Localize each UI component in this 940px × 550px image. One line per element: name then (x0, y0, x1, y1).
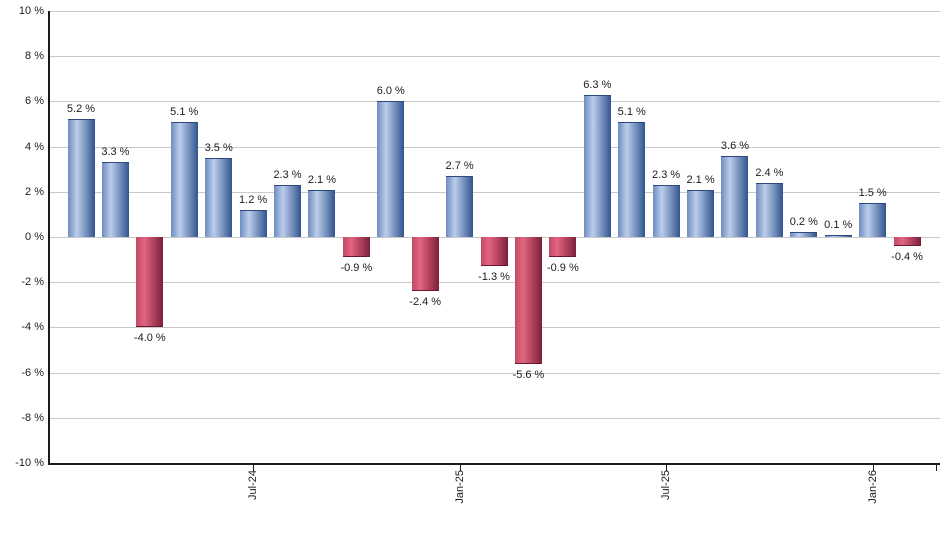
bar-value-label: -4.0 % (133, 332, 166, 345)
y-tick-label: -6 % (21, 366, 44, 379)
bar-value-label: -0.9 % (340, 262, 373, 275)
bar-value-label: 2.4 % (755, 166, 784, 179)
positive-bar (239, 209, 267, 237)
gridline (50, 11, 940, 12)
bar-value-label: 5.1 % (170, 105, 199, 118)
positive-bar (859, 203, 887, 237)
bar-value-label: 6.3 % (583, 78, 612, 91)
bar-value-label: -5.6 % (512, 368, 545, 381)
bar-value-label: 3.6 % (720, 139, 750, 152)
gridline (50, 146, 940, 148)
x-tick-label: Jul-24 (247, 470, 260, 500)
bar-value-label: 2.7 % (445, 159, 474, 172)
gridline (50, 56, 940, 58)
y-tick-label: -10 % (15, 457, 44, 469)
positive-bar (308, 189, 336, 237)
y-tick-label: 2 % (25, 185, 44, 198)
bar-value-label: -0.9 % (546, 262, 579, 275)
negative-bar (136, 237, 164, 328)
y-tick-label: 8 % (25, 50, 44, 63)
x-axis-tick (666, 465, 668, 471)
x-tick-label: Jan-25 (453, 470, 466, 504)
x-axis-tick (936, 465, 937, 471)
positive-bar (170, 121, 198, 237)
y-tick-label: 0 % (25, 231, 44, 243)
bar-value-label: 0.1 % (824, 218, 853, 231)
positive-bar (687, 189, 715, 237)
gridline (50, 191, 940, 193)
x-axis-tick (459, 465, 461, 471)
positive-bar (824, 234, 852, 237)
bar-value-label: 1.2 % (239, 193, 268, 206)
x-tick-label: Jan-26 (866, 470, 879, 504)
negative-bar (480, 237, 508, 267)
y-tick-label: -8 % (21, 411, 44, 424)
y-tick-label: -4 % (21, 321, 44, 334)
bar-value-label: -0.4 % (891, 251, 923, 264)
x-axis-tick (253, 465, 255, 471)
negative-bar (342, 237, 370, 258)
x-axis-tick (872, 465, 874, 471)
negative-bar (893, 237, 921, 247)
y-tick-label: 6 % (25, 95, 44, 108)
bar-value-label: 1.5 % (858, 187, 887, 200)
bar-value-label: 2.1 % (307, 173, 336, 186)
positive-bar (205, 157, 233, 237)
gridline (50, 327, 940, 329)
gridline (50, 417, 940, 419)
negative-bar (549, 237, 577, 258)
bar-value-label: 3.3 % (101, 146, 130, 159)
negative-bar (411, 237, 439, 292)
bar-value-label: 5.2 % (66, 103, 96, 116)
bar-value-label: 6.0 % (376, 85, 405, 98)
bar-value-label: 2.1 % (686, 173, 715, 186)
positive-bar (652, 185, 680, 237)
positive-bar (755, 182, 783, 237)
negative-bar (514, 237, 542, 364)
positive-bar (274, 185, 302, 237)
bar-value-label: 0.2 % (789, 216, 818, 229)
positive-bar (721, 155, 749, 237)
positive-bar (101, 162, 129, 237)
y-tick-label: 4 % (25, 140, 44, 153)
bar-value-label: 2.3 % (652, 169, 681, 182)
gridline (50, 101, 940, 103)
positive-bar (377, 101, 405, 237)
y-tick-label: 10 % (18, 5, 44, 17)
y-tick-label: -2 % (21, 276, 44, 289)
bar-value-label: -1.3 % (478, 271, 510, 284)
bar-value-label: -2.4 % (409, 296, 442, 309)
bar-value-label: 5.1 % (617, 105, 646, 118)
x-tick-label: Jul-25 (660, 470, 673, 500)
bar-value-label: 2.3 % (273, 169, 302, 182)
gridline (50, 282, 940, 284)
positive-bar (790, 232, 818, 237)
bar-value-label: 3.5 % (204, 141, 233, 154)
positive-bar (583, 94, 611, 237)
gridline (50, 372, 940, 374)
positive-bar (618, 121, 646, 237)
positive-bar (67, 119, 95, 237)
positive-bar (446, 175, 474, 237)
